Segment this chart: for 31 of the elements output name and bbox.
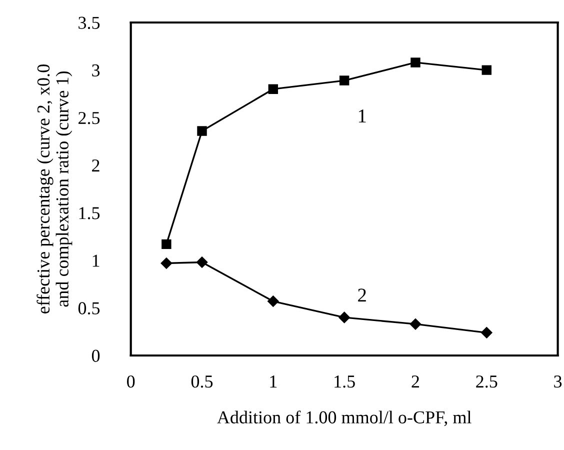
- y-tick-label: 1.5: [79, 207, 100, 220]
- point: [268, 84, 278, 94]
- y-tick-label: 2: [92, 160, 100, 172]
- x-axis-title: Addition of 1.00 mmol/l o-CPF, ml: [217, 410, 472, 426]
- x-tick-label: 2: [412, 376, 419, 388]
- x-tick-label: 1.5: [334, 376, 355, 388]
- point: [162, 239, 172, 250]
- point: [268, 296, 279, 307]
- point: [197, 126, 207, 136]
- x-tick-label: 0.5: [191, 375, 213, 388]
- x-tick-label: 0: [127, 375, 135, 388]
- x-tick-label: 1: [270, 376, 277, 388]
- point: [482, 65, 492, 75]
- y-tick-label: 3: [92, 64, 100, 77]
- point: [160, 258, 172, 269]
- x-tick-label: 3: [554, 376, 562, 388]
- point: [410, 318, 422, 330]
- y-axis-title: effective percentage (curve 2, x0.0 and complexation ratio (curve 1): [36, 64, 72, 314]
- y-tick-label: 0.5: [78, 302, 100, 314]
- annotation: 1: [358, 110, 366, 122]
- y-tick-label: 0: [92, 350, 100, 362]
- y-tick-label: 1: [92, 254, 100, 267]
- point: [410, 58, 420, 68]
- y-tick-label: 3.5: [78, 16, 100, 30]
- point: [481, 327, 492, 338]
- point: [196, 256, 208, 268]
- x-tick-label: 2.5: [476, 376, 498, 388]
- point: [339, 76, 350, 86]
- annotation: 2: [358, 288, 366, 302]
- point: [338, 312, 350, 324]
- y-tick-label: 2.5: [78, 112, 100, 124]
